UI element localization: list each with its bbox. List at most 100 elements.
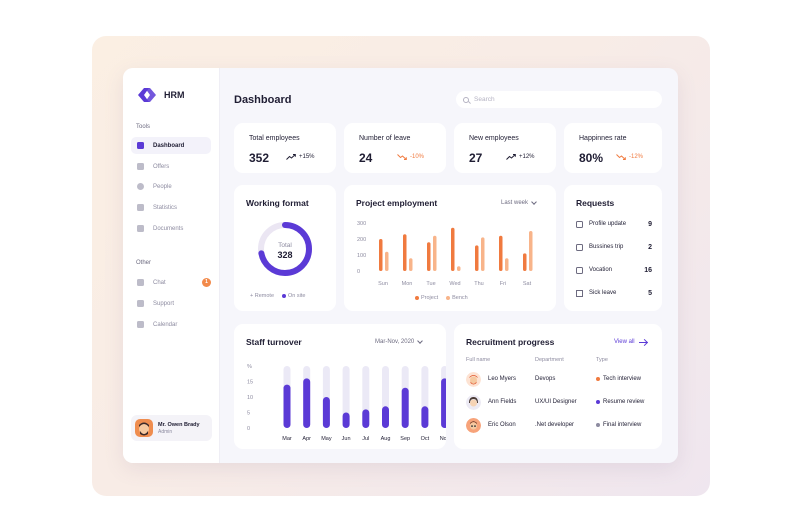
sidebar-item-label: Documents xyxy=(153,225,184,232)
app-name: HRM xyxy=(164,90,185,100)
card-title: Working format xyxy=(246,198,309,208)
sidebar-item-label: Calendar xyxy=(153,321,178,328)
search-input[interactable]: Search xyxy=(456,91,662,108)
x-tick-label: Tue xyxy=(426,281,435,287)
stat-label: New employees xyxy=(469,135,519,142)
search-placeholder: Search xyxy=(474,96,495,103)
bar-jul xyxy=(362,409,370,428)
x-tick-label: Aug xyxy=(381,436,391,442)
document-icon xyxy=(137,225,144,232)
y-tick-label: 300 xyxy=(357,221,366,227)
stat-value: 352 xyxy=(249,151,270,165)
sidebar-item-label: Support xyxy=(153,300,175,307)
trend-down-icon xyxy=(616,154,626,160)
trend-up-icon xyxy=(286,154,296,160)
bar-sep xyxy=(401,387,409,428)
y-tick-label: 0 xyxy=(357,269,360,275)
sidebar-item-dashboard[interactable]: Dashboard xyxy=(131,137,211,154)
candidate-department: Devops xyxy=(535,376,556,382)
legend-remote: + Remote xyxy=(250,293,275,299)
sidebar-item-label: Chat xyxy=(153,279,166,286)
x-tick-label: Sun xyxy=(378,281,388,287)
sidebar-item-label: Dashboard xyxy=(153,142,185,149)
card-title: Requests xyxy=(576,198,615,208)
x-tick-label: Sep xyxy=(400,436,410,442)
sidebar: HRM Tools Dashboard Offers People Statis… xyxy=(123,68,220,463)
table-row[interactable]: Eric Olson .Net developer Final intervie… xyxy=(466,417,651,434)
user-name: Mr. Owen Brady xyxy=(158,421,200,428)
working-format-legend: + Remote On site xyxy=(250,293,305,299)
candidate-type: Tech interview xyxy=(596,376,641,382)
calendar-icon xyxy=(137,321,144,328)
sidebar-item-people[interactable]: People xyxy=(131,178,211,195)
trend-down-icon xyxy=(397,154,407,160)
y-tick-label: 10 xyxy=(247,395,253,401)
stat-value: 80% xyxy=(579,151,604,165)
support-icon xyxy=(137,300,144,307)
bar-apr xyxy=(303,378,311,428)
other-section-label: Other xyxy=(136,260,152,266)
x-tick-label: May xyxy=(321,436,332,442)
stat-card-number-of-leave[interactable]: Number of leave 24 -10% xyxy=(344,123,446,173)
x-tick-label: Wed xyxy=(449,281,460,287)
x-tick-label: Thu xyxy=(474,281,483,287)
table-row[interactable]: Ann Fields UX/UI Designer Resume review xyxy=(466,394,651,411)
x-tick-label: Mar xyxy=(282,436,292,442)
bar-aug xyxy=(382,406,389,428)
request-business-trip[interactable]: Bussines trip 2 xyxy=(576,241,652,253)
x-tick-label: Oct xyxy=(421,436,430,442)
table-row[interactable]: Leo Myers Devops Tech interview xyxy=(466,371,651,388)
request-profile-update[interactable]: Profile update 9 xyxy=(576,218,652,230)
project-employment-chart: 300 200 100 0 Sun Mon Tue Wed Thu Fri Sat xyxy=(357,221,533,287)
column-header-type: Type xyxy=(596,357,608,363)
x-tick-label: Fri xyxy=(500,281,506,287)
view-all-link[interactable]: View all xyxy=(614,339,647,345)
sidebar-item-chat[interactable]: Chat 1 xyxy=(131,274,211,291)
candidate-type: Final interview xyxy=(596,422,641,428)
card-title: Recruitment progress xyxy=(466,337,555,347)
bar-bench-mon xyxy=(409,258,413,271)
candidate-name: Eric Olson xyxy=(488,422,516,428)
sidebar-item-calendar[interactable]: Calendar xyxy=(131,316,211,333)
x-tick-label: Mon xyxy=(402,281,413,287)
avatar xyxy=(135,419,153,437)
person-icon xyxy=(137,183,144,190)
bar-oct xyxy=(421,406,429,428)
card-title: Project employment xyxy=(356,198,438,208)
stat-trend: +12% xyxy=(506,154,535,160)
main-content: Dashboard Search Total employees 352 +15… xyxy=(220,68,678,463)
sidebar-item-statistics[interactable]: Statistics xyxy=(131,199,211,216)
x-tick-label: Nov xyxy=(440,436,446,442)
card-title: Staff turnover xyxy=(246,337,302,347)
legend-onsite: On site xyxy=(282,293,305,299)
project-employment-card: Project employment Last week 300 200 100 0 S… xyxy=(344,185,556,311)
bar-bench-fri xyxy=(505,258,509,271)
bar-project-sat xyxy=(523,253,527,271)
trend-up-icon xyxy=(506,154,516,160)
request-sick-leave[interactable]: Sick leave 5 xyxy=(576,287,652,299)
stat-card-total-employees[interactable]: Total employees 352 +15% xyxy=(234,123,336,173)
stat-value: 27 xyxy=(469,151,483,165)
candidate-department: .Net developer xyxy=(535,422,575,428)
sidebar-item-offers[interactable]: Offers xyxy=(131,158,211,175)
stat-trend: -10% xyxy=(397,154,424,160)
bar-bench-thu xyxy=(481,237,485,271)
bar-project-mon xyxy=(403,234,407,271)
bar-project-fri xyxy=(499,235,503,271)
y-tick-label: 200 xyxy=(357,237,366,243)
stat-card-happiness-rate[interactable]: Happinnes rate 80% -12% xyxy=(564,123,662,173)
period-dropdown[interactable]: Mar-Nov, 2020 xyxy=(375,338,424,345)
period-dropdown[interactable]: Last week xyxy=(501,199,537,206)
bar-bench-wed xyxy=(457,266,461,271)
legend-project: Project xyxy=(415,295,438,301)
briefcase-icon xyxy=(137,163,144,170)
stat-card-new-employees[interactable]: New employees 27 +12% xyxy=(454,123,556,173)
logo[interactable]: HRM xyxy=(136,87,185,103)
request-vacation[interactable]: Vocation 16 xyxy=(576,264,652,276)
y-tick-label: 5 xyxy=(247,411,250,417)
user-profile[interactable]: Mr. Owen Brady Admin xyxy=(131,415,212,441)
x-tick-label: Jun xyxy=(342,436,351,442)
sidebar-item-support[interactable]: Support xyxy=(131,295,211,312)
recruitment-progress-card: Recruitment progress View all Full name … xyxy=(454,324,662,449)
sidebar-item-documents[interactable]: Documents xyxy=(131,220,211,237)
